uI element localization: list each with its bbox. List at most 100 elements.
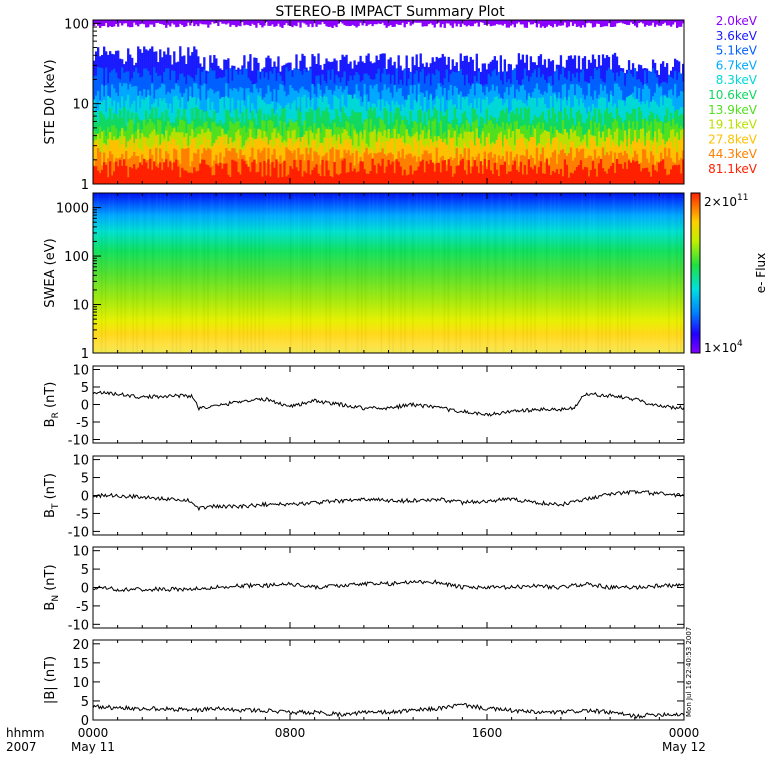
swea-texture	[644, 193, 647, 353]
swea-texture	[380, 193, 383, 353]
ste-mark	[273, 148, 276, 184]
swea-texture	[325, 193, 327, 353]
ste-mark	[107, 177, 110, 184]
ste-mark	[613, 173, 617, 184]
swea-texture	[447, 193, 450, 353]
ste-mark	[437, 20, 440, 23]
ste-mark	[167, 167, 170, 184]
ste-mark	[209, 20, 212, 25]
swea-texture	[364, 193, 367, 353]
ste-mark	[305, 147, 308, 184]
ste-mark	[219, 162, 222, 184]
bmag-panel-ylabel: |B| (nT)	[43, 656, 58, 704]
ste-mark	[505, 174, 509, 184]
ste-mark	[195, 171, 198, 184]
swea-texture	[124, 193, 127, 353]
ste-mark	[127, 159, 130, 184]
ste-mark	[399, 20, 402, 25]
bt-panel: -10 -5 0 5 10 BT (nT)	[43, 454, 685, 540]
swea-texture	[388, 193, 390, 353]
ste-mark	[369, 153, 372, 184]
ste-mark	[229, 177, 232, 184]
ste-mark	[365, 20, 368, 27]
ste-mark	[125, 165, 128, 184]
ste-mark	[583, 167, 587, 184]
bn-panel-ytick-label: 10	[72, 545, 89, 560]
ste-mark	[271, 161, 274, 184]
ste-mark	[441, 20, 444, 25]
ste-mark	[307, 20, 310, 27]
swea-texture	[191, 193, 193, 353]
ste-mark	[295, 167, 298, 184]
ste-mark	[265, 162, 268, 184]
ste-mark	[439, 172, 442, 184]
swea-texture	[148, 193, 150, 353]
swea-texture	[254, 193, 257, 353]
bt-panel-ylabel-unit: (nT)	[43, 473, 58, 503]
ste-mark	[193, 167, 196, 184]
ste-mark	[393, 20, 396, 27]
swea-texture	[305, 193, 308, 353]
ste-mark	[281, 176, 284, 184]
ste-mark	[293, 159, 296, 184]
ste-mark	[457, 20, 460, 24]
ste-mark	[445, 20, 448, 24]
ste-mark	[249, 156, 252, 184]
ste-legend-27.8keV: 27.8keV	[708, 132, 758, 146]
ste-mark	[547, 20, 551, 25]
ste-mark	[507, 20, 511, 28]
ste-mark	[537, 20, 541, 24]
swea-texture	[203, 193, 205, 353]
ste-mark	[671, 20, 675, 25]
ste-mark	[101, 169, 104, 184]
colorbar-max-label: 2×1011	[704, 193, 748, 209]
ste-ylabel: STE D0 (keV)	[43, 59, 58, 144]
ste-mark	[361, 20, 364, 26]
ste-mark	[255, 139, 258, 184]
ste-mark	[627, 20, 631, 25]
swea-texture	[144, 193, 146, 353]
ste-mark	[241, 20, 244, 23]
ste-mark	[103, 20, 106, 27]
ste-mark	[573, 170, 577, 184]
ste-mark	[475, 20, 478, 23]
ste-mark	[499, 20, 502, 25]
swea-texture	[668, 193, 670, 353]
ste-mark	[337, 175, 340, 184]
ste-mark	[157, 167, 160, 184]
ste-mark	[189, 172, 192, 184]
ste-mark	[535, 20, 539, 28]
ste-mark	[363, 20, 366, 24]
colorbar-min-label: 1×104	[704, 339, 743, 355]
ste-mark	[181, 148, 184, 184]
ste-mark	[613, 20, 617, 27]
ste-mark	[379, 166, 382, 184]
ste-mark	[211, 20, 214, 23]
ste-mark	[447, 159, 450, 184]
ste-mark	[265, 175, 268, 184]
ste-legend-6.7keV: 6.7keV	[716, 58, 758, 72]
ste-mark	[543, 173, 547, 184]
swea-texture	[609, 193, 611, 353]
ste-mark	[551, 20, 555, 28]
ste-mark	[509, 20, 513, 26]
ste-mark	[123, 20, 126, 24]
ste-mark	[561, 176, 565, 184]
ste-mark	[517, 20, 521, 23]
ste-mark	[663, 20, 667, 23]
ste-mark	[297, 170, 300, 184]
ste-mark	[639, 171, 643, 184]
ste-mark	[261, 150, 264, 184]
colorbar	[690, 192, 701, 354]
time-axis-year-label: 2007	[6, 740, 37, 754]
ste-mark	[101, 20, 104, 27]
ste-mark	[287, 20, 290, 26]
swea-texture	[238, 193, 241, 353]
ste-mark	[345, 172, 348, 184]
ste-mark	[379, 20, 382, 24]
ste-mark	[93, 144, 96, 184]
ste-mark	[675, 165, 679, 184]
swea-texture	[207, 193, 209, 353]
ste-mark	[195, 20, 198, 25]
ste-mark	[503, 137, 506, 184]
